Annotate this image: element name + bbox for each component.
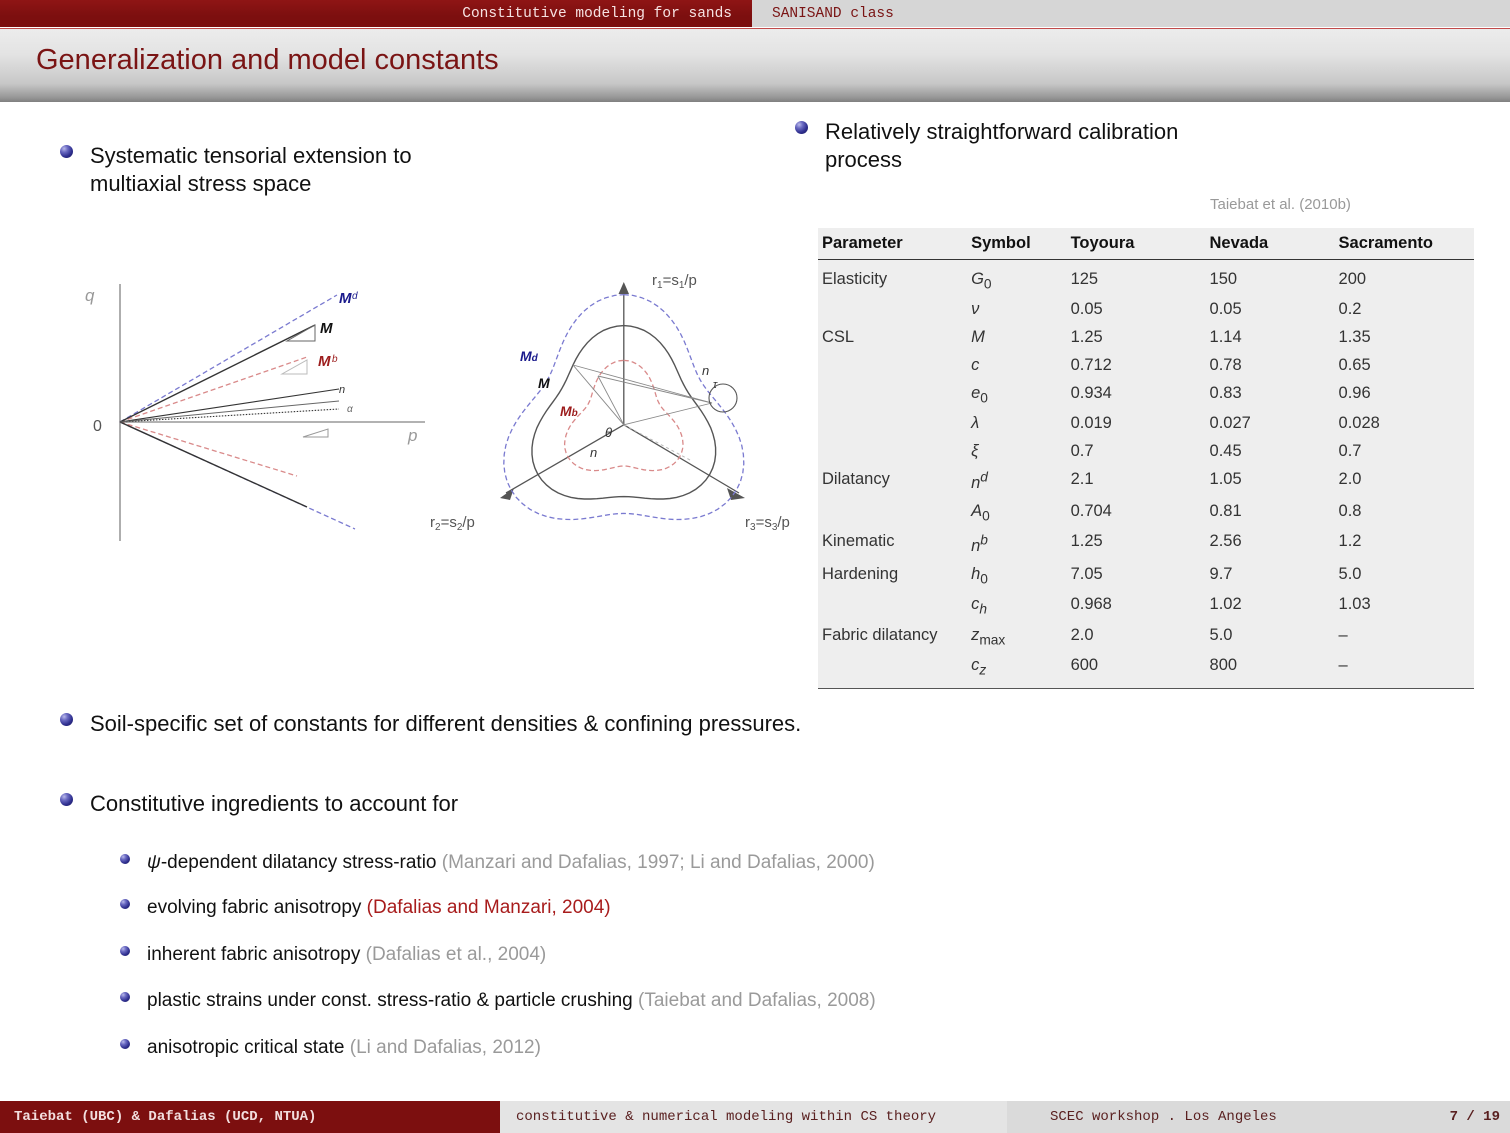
svg-text:M: M — [318, 353, 331, 370]
svg-text:α: α — [347, 404, 353, 415]
svg-text:b: b — [332, 354, 338, 365]
svg-text:M: M — [339, 290, 352, 307]
svg-text:Md: Md — [520, 348, 539, 364]
svg-text:M: M — [538, 375, 550, 391]
svg-text:r2=s2/p: r2=s2/p — [430, 514, 475, 533]
svg-text:M: M — [320, 320, 333, 337]
svg-text:n: n — [702, 363, 709, 378]
svg-text:0: 0 — [93, 418, 102, 435]
svg-text:r3=s3/p: r3=s3/p — [745, 514, 790, 533]
svg-text:p: p — [407, 426, 417, 445]
svg-text:q: q — [85, 286, 95, 305]
svg-text:θ: θ — [605, 425, 612, 440]
svg-text:n: n — [590, 445, 597, 460]
svg-text:d: d — [352, 291, 358, 302]
svg-text:Mb: Mb — [560, 403, 578, 419]
svg-text:n: n — [339, 384, 345, 396]
svg-text:r1=s1/p: r1=s1/p — [652, 272, 697, 291]
